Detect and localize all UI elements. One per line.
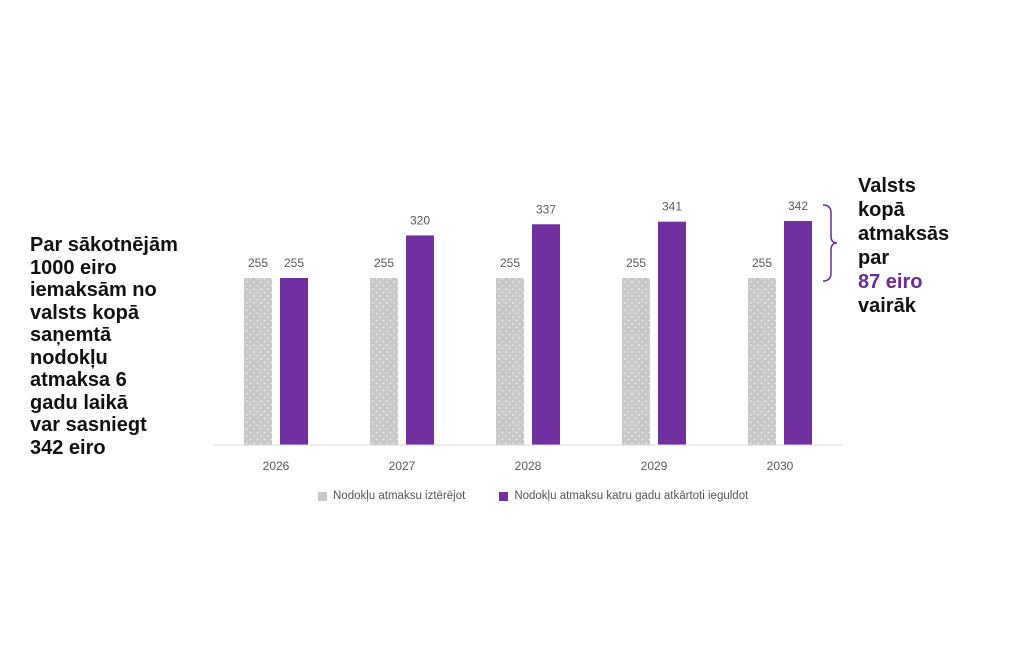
right-annotation-line: par — [858, 247, 890, 269]
data-label: 341 — [662, 200, 682, 214]
left-annotation-line: Par sākotnējām — [30, 234, 178, 256]
left-annotation-line: valsts kopā — [30, 301, 139, 324]
bar-spending — [622, 278, 650, 445]
bar-reinvesting — [658, 221, 686, 445]
legend-swatch-gray — [318, 491, 327, 501]
legend-label: Nodokļu atmaksu iztērējot — [333, 490, 466, 502]
bar-reinvesting — [532, 224, 560, 445]
x-tick-label: 2026 — [263, 459, 290, 473]
left-annotation-line: gadu laikā — [30, 391, 128, 414]
left-annotation-line: nodokļu — [30, 346, 108, 369]
chart-legend: Nodokļu atmaksu iztērējot Nodokļu atmaks… — [318, 490, 776, 502]
x-tick-label: 2028 — [515, 459, 542, 473]
left-annotation-line: 342 eiro — [30, 436, 106, 459]
legend-item-reinvesting: Nodokļu atmaksu katru gadu atkārtoti ieg… — [499, 490, 748, 502]
right-annotation: Valsts kopā atmaksās par 87 eiro vairāk — [858, 174, 1018, 318]
left-annotation-line: iemaksām no — [30, 279, 157, 301]
right-annotation-line: kopā — [858, 199, 905, 221]
bar-reinvesting — [280, 278, 308, 445]
bar-reinvesting — [784, 221, 812, 445]
left-annotation-line: var sasniegt — [30, 414, 147, 436]
data-label: 255 — [374, 256, 394, 270]
data-label: 255 — [752, 256, 772, 270]
data-label: 320 — [410, 213, 430, 227]
right-annotation-line: vairāk — [858, 295, 916, 317]
difference-brace — [822, 204, 838, 282]
bar-spending — [244, 278, 272, 445]
bar-reinvesting — [406, 235, 434, 445]
right-annotation-line: atmaksās — [858, 223, 950, 245]
x-tick-label: 2029 — [641, 459, 668, 473]
right-annotation-highlight: 87 eiro — [858, 271, 923, 293]
x-tick-label: 2027 — [389, 459, 416, 473]
data-label: 255 — [500, 256, 520, 270]
legend-item-spending: Nodokļu atmaksu iztērējot — [318, 490, 465, 502]
left-annotation-line: 1000 eiro — [30, 256, 117, 279]
legend-label: Nodokļu atmaksu katru gadu atkārtoti ieg… — [514, 490, 749, 502]
bar-spending — [748, 278, 776, 445]
legend-swatch-purple — [499, 491, 509, 501]
data-label: 255 — [284, 256, 304, 270]
data-label: 255 — [248, 256, 268, 270]
x-tick-label: 2030 — [767, 459, 794, 473]
data-label: 342 — [788, 199, 808, 213]
data-label: 255 — [626, 256, 646, 270]
left-annotation-line: saņemtā — [30, 324, 112, 346]
bar-spending — [496, 278, 524, 445]
right-annotation-line: Valsts — [858, 175, 916, 197]
left-annotation: Par sākotnējām 1000 eiro iemaksām no val… — [30, 234, 200, 459]
left-annotation-line: atmaksa 6 — [30, 369, 127, 391]
bar-spending — [370, 278, 398, 445]
data-label: 337 — [536, 202, 556, 216]
